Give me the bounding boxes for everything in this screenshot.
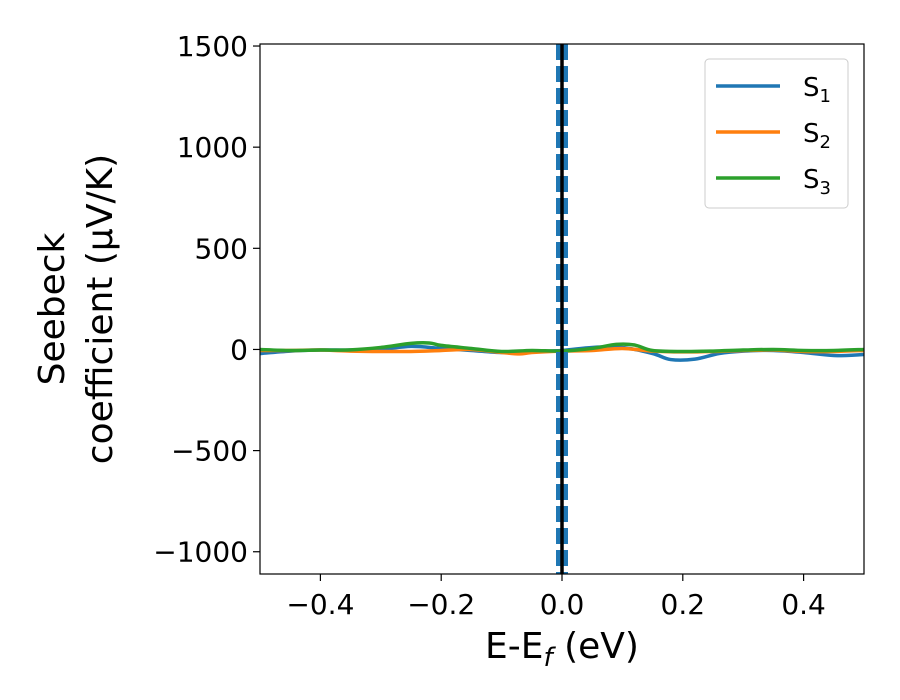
legend-label-s3: S3 <box>803 165 831 199</box>
y-tick-label: 500 <box>195 232 248 265</box>
x-tick-label: 0.4 <box>781 588 826 621</box>
legend-label-s2: S2 <box>803 119 831 153</box>
legend-label-s1: S1 <box>803 73 831 107</box>
x-tick-label: −0.4 <box>286 588 354 621</box>
y-tick-label: −500 <box>171 435 248 468</box>
y-tick-label: 1500 <box>177 30 248 63</box>
x-tick-label: 0.0 <box>540 588 585 621</box>
y-axis-label: Seebeck coefficient (μV/K) <box>32 154 121 464</box>
y-tick-label: 0 <box>230 333 248 366</box>
x-tick-label: 0.2 <box>661 588 706 621</box>
y-tick-label: 1000 <box>177 131 248 164</box>
y-axis-label-line1: Seebeck <box>32 232 73 385</box>
y-axis-label-line2: coefficient (μV/K) <box>80 154 121 464</box>
y-tick-label: −1000 <box>153 536 248 569</box>
x-axis-ticks: −0.4 −0.2 0.0 0.2 0.4 <box>286 574 826 621</box>
x-axis-label: E-Ef (eV) <box>485 626 639 673</box>
legend: S1 S2 S3 <box>704 58 849 209</box>
y-axis-ticks: −1000 −500 0 500 1000 1500 <box>153 30 260 569</box>
x-tick-label: −0.2 <box>407 588 475 621</box>
